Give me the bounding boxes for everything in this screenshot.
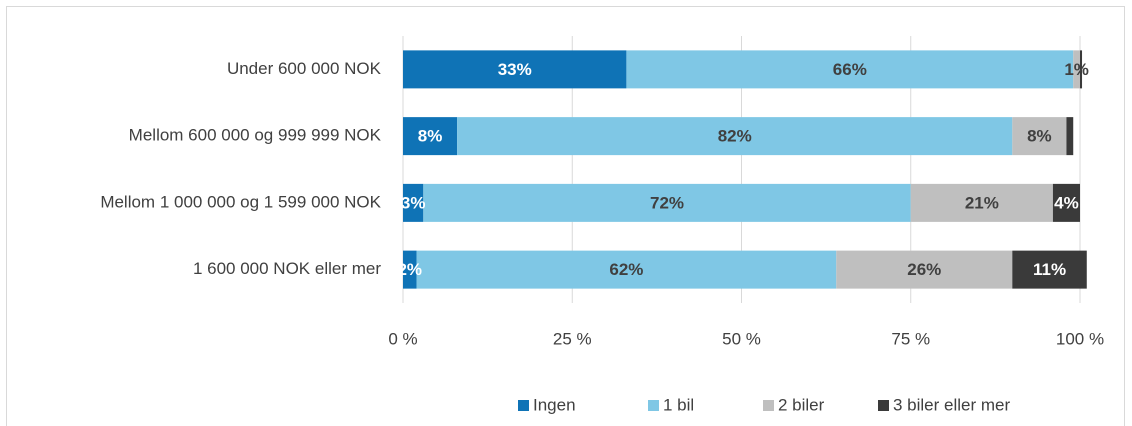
x-tick-label: 100 % (1056, 329, 1104, 348)
value-label: 8% (418, 127, 443, 146)
bar-segment (457, 117, 1013, 156)
value-label: 3% (401, 193, 426, 212)
value-label: 26% (907, 260, 941, 279)
value-label: 1% (1064, 60, 1089, 79)
y-tick-label: Under 600 000 NOK (227, 59, 382, 78)
bar-segment (910, 183, 1053, 222)
bar-segment (836, 250, 1013, 289)
value-label: 33% (498, 60, 532, 79)
legend-swatch (648, 400, 659, 411)
y-tick-label: Mellom 600 000 og 999 999 NOK (129, 126, 382, 145)
bar-segment (423, 183, 911, 222)
legend-swatch (763, 400, 774, 411)
legend-swatch (878, 400, 889, 411)
bar-segment (626, 50, 1074, 89)
bar-segment (1012, 250, 1087, 289)
value-label: 72% (650, 193, 684, 212)
value-label: 82% (718, 127, 752, 146)
value-label: 2% (397, 260, 422, 279)
bar-segment (403, 250, 417, 289)
value-label: 66% (833, 60, 867, 79)
x-tick-label: 50 % (722, 329, 761, 348)
value-label: 4% (1054, 193, 1079, 212)
x-tick-label: 75 % (891, 329, 930, 348)
y-tick-label: 1 600 000 NOK eller mer (193, 259, 381, 278)
legend-swatch (518, 400, 529, 411)
x-tick-label: 0 % (388, 329, 417, 348)
y-tick-label: Mellom 1 000 000 og 1 599 000 NOK (100, 192, 381, 211)
bar-segment (403, 50, 627, 89)
bar-segment (1066, 117, 1074, 156)
legend-label: 3 biler eller mer (893, 395, 1010, 414)
x-tick-label: 25 % (553, 329, 592, 348)
bar-segment (416, 250, 837, 289)
bar-segment (403, 183, 424, 222)
value-label: 8% (1027, 127, 1052, 146)
bar-segment (1073, 50, 1080, 89)
value-label: 11% (1033, 260, 1066, 279)
legend-label: 1 bil (663, 395, 694, 414)
legend-label: 2 biler (778, 395, 825, 414)
bar-segment (1012, 117, 1067, 156)
legend-label: Ingen (533, 395, 576, 414)
chart-border (6, 6, 1125, 426)
value-label: 62% (609, 260, 643, 279)
bar-segment (403, 117, 458, 156)
bar-segment (1080, 50, 1083, 89)
value-label: 21% (965, 193, 999, 212)
bar-segment (1052, 183, 1080, 222)
